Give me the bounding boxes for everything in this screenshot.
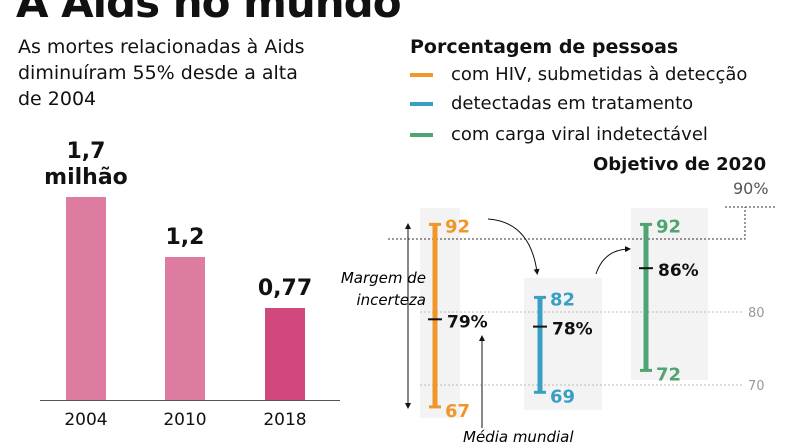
bar-value-label: 1,2 <box>165 224 205 250</box>
goal-label: Objetivo de 2020 <box>593 154 767 175</box>
legend-label: detectadas em tratamento <box>451 93 694 114</box>
year-tick-label: 2018 <box>263 410 307 430</box>
x-axis-line <box>40 400 340 401</box>
low-label: 72 <box>656 364 681 385</box>
high-label: 82 <box>550 289 575 310</box>
flow-arrow <box>487 218 540 275</box>
mean-label-annotation: Média mundial <box>463 428 574 442</box>
legend-swatch <box>410 132 433 137</box>
legend-item-treated: detectadas em tratamento <box>410 93 693 114</box>
flow-arrow <box>595 246 631 275</box>
target-line <box>388 206 775 240</box>
bar-value-label: 1,7 milhão <box>44 139 128 190</box>
low-label: 67 <box>445 401 470 422</box>
mean-label: 78% <box>552 320 593 340</box>
legend-swatch <box>410 72 433 77</box>
legend-item-suppressed: com carga viral indetectável <box>410 124 708 145</box>
subtitle: As mortes relacionadas à Aids diminuíram… <box>18 36 305 110</box>
margin-label: Margem de <box>341 269 426 287</box>
legend-item-tested: com HIV, submetidas à detecção <box>410 64 747 85</box>
bar-2018 <box>265 308 305 400</box>
high-label: 92 <box>656 216 681 237</box>
high-label: 92 <box>445 216 470 237</box>
legend-title: Porcentagem de pessoas <box>410 36 679 58</box>
bar-2004 <box>66 197 106 400</box>
page-title: A Aids no mundo <box>16 0 402 27</box>
low-label: 69 <box>550 386 575 407</box>
mean-label: 86% <box>658 261 699 281</box>
bar-2010 <box>165 256 205 400</box>
range-panel <box>524 278 602 410</box>
y-tick-label: 70 <box>748 379 765 394</box>
legend-label: com carga viral indetectável <box>451 124 708 145</box>
range-panel <box>420 208 460 418</box>
mean-label: 79% <box>447 312 488 332</box>
margin-label: incerteza <box>357 291 427 309</box>
year-tick-label: 2004 <box>64 410 108 430</box>
target-value: 90% <box>733 179 769 198</box>
legend-label: com HIV, submetidas à detecção <box>451 64 748 85</box>
legend-swatch <box>410 101 433 106</box>
year-tick-label: 2010 <box>163 410 207 430</box>
bar-value-label: 0,77 <box>257 276 313 302</box>
y-tick-label: 80 <box>748 306 765 321</box>
